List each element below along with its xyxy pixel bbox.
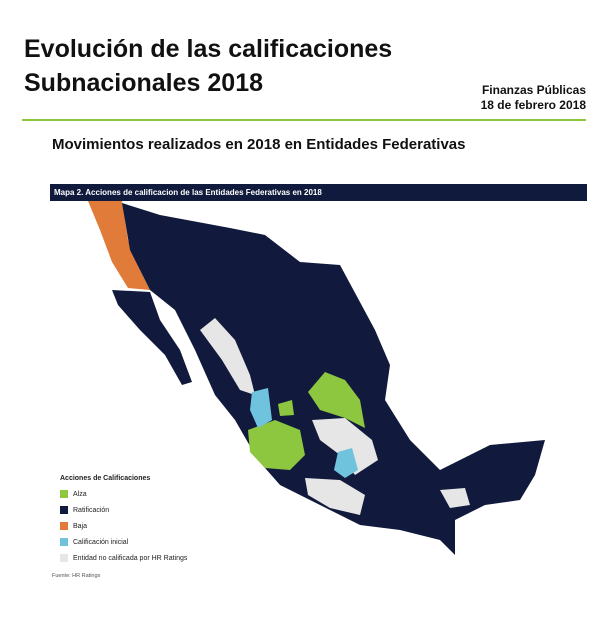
legend-label: Baja	[73, 522, 88, 530]
legend-item-alza: Alza	[60, 486, 187, 502]
swatch	[60, 522, 68, 530]
swatch	[60, 506, 68, 514]
state-alza-slp	[308, 372, 365, 428]
page-title: Evolución de las calificaciones Subnacio…	[24, 35, 393, 97]
state-alza-jalisco	[248, 420, 305, 470]
subtitle: Movimientos realizados en 2018 en Entida…	[52, 136, 466, 153]
header-meta: Finanzas Públicas 18 de febrero 2018	[481, 83, 586, 113]
divider	[22, 119, 586, 121]
swatch	[60, 554, 68, 562]
legend-label: Calificación inicial	[73, 538, 129, 546]
swatch	[60, 538, 68, 546]
date: 18 de febrero 2018	[480, 98, 586, 112]
source-note: Fuente: HR Ratings	[52, 573, 101, 579]
legend-label: Entidad no calificada por HR Ratings	[73, 554, 188, 562]
state-alza-aguascalientes	[278, 400, 294, 416]
legend-title: Acciones de Calificaciones	[60, 475, 151, 482]
legend-label: Ratificación	[73, 506, 110, 514]
baja-california-norte	[88, 201, 150, 290]
state-inicial-puebla	[334, 448, 358, 478]
legend-item-no-calificada: Entidad no calificada por HR Ratings	[60, 550, 187, 566]
legend-label: Alza	[73, 490, 87, 498]
swatch	[60, 490, 68, 498]
legend-item-ratificacion: Ratificación	[60, 502, 187, 518]
legend-item-baja: Baja	[60, 518, 187, 534]
state-no-calificada-yucatan	[440, 488, 470, 508]
publication: Finanzas Públicas	[481, 83, 586, 97]
state-no-calificada-centro	[312, 418, 378, 475]
map-caption: Mapa 2. Acciones de calificacion de las …	[50, 184, 587, 201]
state-no-calificada-sinaloa	[200, 318, 255, 395]
baja-california-sur	[112, 290, 192, 385]
map-legend: Acciones de Calificaciones Alza Ratifica…	[60, 475, 187, 566]
legend-item-inicial: Calificación inicial	[60, 534, 187, 550]
state-inicial-nayarit	[250, 388, 272, 428]
state-no-calificada-guerrero	[305, 478, 365, 515]
